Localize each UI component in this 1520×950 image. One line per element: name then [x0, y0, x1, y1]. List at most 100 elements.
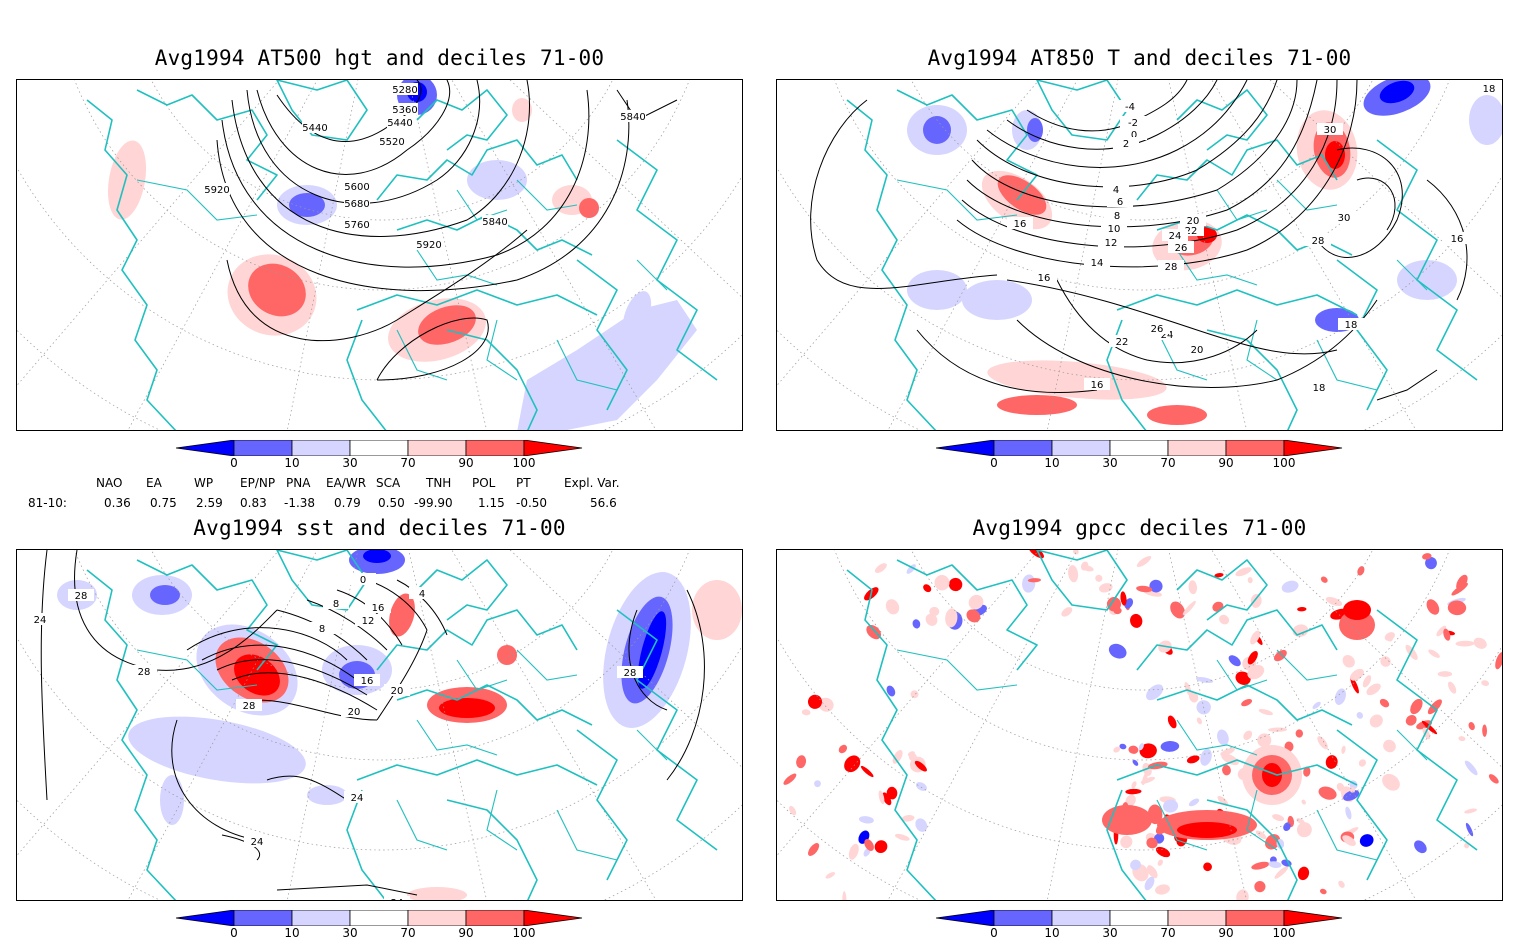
teleconnection-header: POL: [472, 476, 496, 490]
precip-decile-patch: [892, 750, 903, 764]
colorbar-swatches: [936, 910, 1343, 926]
precip-decile-patch: [1144, 876, 1155, 891]
anomaly-shading: [1027, 118, 1043, 142]
contour-label: 28: [243, 701, 256, 712]
precip-decile-patch: [1027, 578, 1041, 583]
precip-decile-patch: [968, 594, 984, 610]
contour-label: 0: [1131, 130, 1137, 141]
precip-decile-patch: [1061, 607, 1073, 617]
contour-label-bg: [236, 699, 262, 711]
contour-label: 5920: [416, 240, 441, 251]
contour-label-bg: [365, 601, 391, 613]
precip-decile-patch: [1428, 649, 1440, 658]
contour-label-bg: [1117, 100, 1143, 112]
precip-decile-patch: [1222, 765, 1231, 776]
contour-label: 0: [360, 575, 366, 586]
precip-decile-patch: [874, 840, 888, 853]
contour-label: 24: [1161, 330, 1174, 341]
colorbar-tick-label: 70: [400, 926, 416, 940]
anomaly-shading: [248, 263, 306, 317]
precip-decile-patch: [1139, 743, 1157, 759]
contour-label-bg: [1306, 381, 1332, 393]
precip-decile-patch: [1125, 788, 1142, 795]
precip-decile-patch: [1334, 688, 1346, 705]
contour-label: 16: [1014, 219, 1027, 230]
contour-label-bg: [1120, 116, 1146, 128]
precip-decile-patch: [1120, 591, 1127, 606]
anomaly-shading: [128, 716, 306, 784]
contour-label: 8: [333, 599, 339, 610]
colorbar-tick-label: 30: [342, 456, 358, 470]
precip-decile-patch: [789, 805, 797, 816]
contour-label: 5520: [379, 137, 404, 148]
contour-label-bg: [1144, 322, 1170, 334]
precip-decile-patch: [1464, 843, 1470, 849]
precip-decile-patch: [1319, 888, 1327, 895]
precip-decile-patch: [1217, 729, 1229, 746]
precip-decile-patch: [1422, 727, 1431, 740]
contour-label: 8: [319, 624, 325, 635]
colorbar-swatches: [176, 910, 583, 926]
precip-decile-patch: [1336, 782, 1345, 792]
precip-decile-patch: [807, 694, 823, 709]
precip-decile-patch: [1343, 790, 1360, 801]
anomaly-shading: [692, 580, 742, 640]
colorbar-tick-label: 30: [1102, 456, 1118, 470]
anomaly-shading: [234, 654, 280, 696]
precip-decile-patch: [915, 782, 927, 791]
contour-label-bg: [1476, 82, 1502, 94]
precip-decile-patch: [1297, 866, 1310, 881]
contour-label: 26: [1151, 324, 1164, 335]
colorbar-tick-label: 0: [990, 926, 998, 940]
precip-decile-patch: [1301, 799, 1306, 805]
precip-decile-patch: [1426, 599, 1440, 615]
anomaly-shading: [160, 775, 184, 825]
teleconnection-value: 0.50: [378, 496, 405, 510]
precip-decile-patch: [1022, 574, 1036, 593]
colorbar-tick-label: 30: [1102, 926, 1118, 940]
contour-label: 28: [1165, 262, 1178, 273]
precip-decile-patch: [1317, 736, 1328, 750]
precip-decile-patch: [1295, 729, 1304, 738]
anomaly-shading: [923, 116, 951, 144]
contour-label-bg: [1109, 335, 1135, 347]
anomaly-shading: [1379, 80, 1415, 104]
lat-lon-grid: [777, 550, 1502, 900]
precip-decile-patch: [878, 790, 885, 805]
teleconnection-header: NAO: [96, 476, 123, 490]
precip-decile-patch: [1425, 557, 1437, 570]
precip-decile-patch: [1318, 786, 1337, 800]
colorbar-tick-label: 90: [458, 926, 474, 940]
precip-decile-patch: [1465, 822, 1474, 837]
colorbar-tick-label: 10: [1044, 926, 1060, 940]
teleconnection-row-label: 81-10:: [28, 496, 67, 510]
precip-decile-patch: [1265, 834, 1281, 850]
precip-decile-patch: [1451, 582, 1468, 596]
colorbar-tick-label: 90: [1218, 456, 1234, 470]
contour-label-bg: [384, 684, 410, 696]
contour-label: 6: [1117, 197, 1123, 208]
country-borders: [136, 179, 668, 391]
contour-label: 18: [1483, 84, 1496, 95]
precip-decile-patch: [1447, 600, 1467, 616]
lat-lon-grid: [17, 550, 742, 900]
anomaly-shading: [512, 98, 532, 122]
anomaly-shading: [997, 395, 1077, 415]
precip-decile-patch: [1228, 655, 1241, 667]
precip-decile-patch: [1268, 861, 1282, 868]
precip-decile-patch: [848, 843, 859, 860]
precip-decile-patch: [1382, 773, 1400, 791]
contour-label-bg: [1158, 260, 1184, 272]
colorbar-tick-label: 90: [1218, 926, 1234, 940]
contour-label: 28: [1312, 236, 1325, 247]
precip-decile-patch: [1157, 859, 1163, 866]
precip-decile-patch: [1146, 684, 1164, 701]
colorbar-swatches: [176, 440, 583, 456]
anomaly-shading: [1262, 763, 1282, 787]
contour-label-bg: [392, 83, 418, 95]
precip-decile-patch: [1113, 607, 1122, 615]
precip-decile-patch: [1247, 650, 1258, 665]
precip-decile-patch: [1296, 822, 1312, 838]
teleconnection-value: 56.6: [590, 496, 617, 510]
precip-decile-patch: [1350, 676, 1359, 694]
